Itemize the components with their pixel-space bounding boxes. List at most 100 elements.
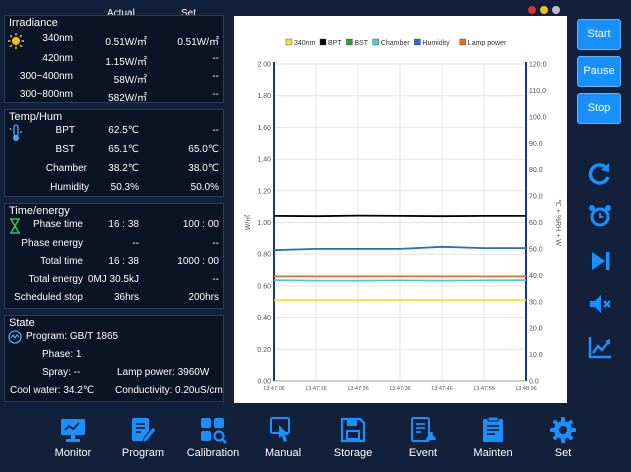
legend-swatch	[285, 38, 293, 46]
time-energy-set: 200hrs	[188, 292, 219, 303]
program-state-icon	[8, 330, 22, 344]
state-lamp-power: Lamp power: 3960W	[117, 367, 210, 378]
hourglass-icon	[10, 218, 20, 234]
nav-label: Storage	[333, 447, 373, 459]
y-tick-label-right: 40.0	[529, 273, 543, 280]
refresh-icon[interactable]	[587, 161, 613, 187]
temp-hum-label: BST	[55, 144, 75, 155]
nav-label: Event	[408, 447, 438, 459]
legend-swatch	[319, 38, 327, 46]
legend-label: Humidity	[422, 40, 450, 47]
maintenance-icon	[483, 416, 503, 442]
y-tick-label-left: 0.20	[257, 347, 271, 354]
nav-set[interactable]: Set	[528, 414, 598, 466]
time-energy-label: Scheduled stop	[14, 292, 83, 303]
program-icon	[132, 418, 157, 443]
y-tick-label-right: 50.0	[529, 246, 543, 253]
nav-calibration[interactable]: Calibration	[178, 414, 248, 466]
y-tick-label-left: 1.60	[257, 125, 271, 132]
legend-label: Lamp power	[468, 40, 507, 47]
legend-label: Chamber	[381, 40, 410, 47]
time-energy-panel: Time/energy Phase time 16 : 38 100 : 00 …	[4, 203, 224, 309]
y-tick-label-left: 2.00	[257, 62, 271, 69]
y-tick-label-right: 70.0	[529, 194, 543, 201]
time-energy-label: Phase time	[32, 219, 83, 230]
time-energy-actual: 36hrs	[113, 292, 139, 303]
irradiance-label: 300~800nm	[19, 89, 73, 100]
time-energy-label: Phase energy	[21, 238, 83, 249]
y-tick-label-right: 80.0	[529, 167, 543, 174]
temp-hum-actual: 62.5℃	[108, 125, 139, 136]
y-tick-label-right: 0.0	[529, 379, 539, 386]
irradiance-set: --	[212, 53, 219, 64]
legend-label: 340nm	[294, 40, 316, 47]
time-energy-title: Time/energy	[9, 205, 70, 217]
legend-swatch	[346, 38, 353, 46]
mute-icon[interactable]	[587, 291, 613, 317]
time-energy-label: Total energy	[28, 274, 83, 285]
y-tick-label-right: 60.0	[529, 220, 543, 227]
time-energy-actual: --	[132, 238, 139, 249]
irradiance-actual: 582W/㎡	[108, 93, 147, 104]
state-panel: State Program: GB/T 1865 Phase: 1 Spray:…	[4, 315, 224, 402]
irradiance-label: 340nm	[42, 33, 73, 44]
irradiance-panel: Irradiance 340nm 0.51W/㎡ 0.51W/㎡ 420nm 1…	[4, 15, 224, 104]
time-energy-label: Total time	[40, 256, 83, 267]
temp-hum-set: 50.0%	[190, 182, 219, 193]
nav-label: Monitor	[54, 447, 92, 459]
temp-hum-set: 65.0℃	[188, 144, 219, 155]
y-tick-label-left: 1.20	[257, 188, 271, 195]
y-tick-label-right: 20.0	[529, 326, 543, 333]
grey-dot	[552, 6, 560, 14]
alarm-clock-icon[interactable]	[587, 203, 613, 229]
y-tick-label-right: 120.0	[529, 62, 547, 69]
temp-hum-set: --	[212, 125, 219, 136]
nav-label: Set	[554, 447, 572, 459]
irradiance-label: 300~400nm	[19, 71, 73, 82]
y-tick-label-left: 0.00	[257, 379, 271, 386]
x-tick-label: 13:47:36	[389, 386, 410, 392]
series-line	[273, 214, 526, 218]
temp-hum-title: Temp/Hum	[9, 111, 63, 123]
time-energy-actual: 0MJ 30.5kJ	[87, 274, 139, 285]
time-energy-set: --	[212, 238, 219, 249]
nav-label: Calibration	[186, 447, 240, 459]
irradiance-set: --	[212, 89, 219, 100]
bottom-nav-bar	[0, 406, 631, 472]
start-button[interactable]: Start	[577, 19, 621, 50]
y-tick-label-right: 10.0	[529, 352, 543, 359]
window-dots	[528, 6, 560, 14]
y-tick-label-left: 0.80	[257, 252, 271, 259]
trend-chart: 0.00 0.20 0.40 0.60 0.80 1.00 1.20 1.40 1.60 1.80…	[244, 38, 561, 392]
legend-label: BPT	[328, 40, 342, 47]
time-energy-set: 100 : 00	[182, 219, 219, 230]
temp-hum-label: BPT	[55, 125, 75, 136]
y-tick-label-left: 0.60	[257, 283, 271, 290]
temp-hum-actual: 65.1℃	[108, 144, 139, 155]
y-tick-label-right: 90.0	[529, 141, 543, 148]
temp-hum-set: 38.0℃	[188, 163, 219, 174]
time-energy-actual: 16 : 38	[108, 256, 139, 267]
nav-manual[interactable]: Manual	[248, 414, 318, 466]
irradiance-actual: 0.51W/㎡	[105, 37, 147, 48]
pause-button[interactable]: Pause	[577, 56, 621, 87]
state-spray: Spray: --	[42, 367, 81, 378]
monitor-icon	[61, 419, 85, 442]
trend-chart-icon[interactable]	[587, 334, 613, 360]
nav-event[interactable]: Event	[388, 414, 458, 466]
nav-monitor[interactable]: Monitor	[38, 414, 108, 466]
nav-program[interactable]: Program	[108, 414, 178, 466]
stop-button[interactable]: Stop	[577, 93, 621, 124]
irradiance-set: 0.51W/㎡	[177, 37, 219, 48]
y-tick-label-left: 1.00	[257, 220, 271, 227]
skip-next-icon[interactable]	[587, 248, 613, 274]
temp-hum-actual: 50.3%	[110, 182, 139, 193]
event-icon	[411, 417, 436, 442]
y-tick-label-right: 110.0	[529, 88, 546, 95]
thermometer-icon	[9, 124, 22, 141]
nav-maintenance[interactable]: Mainten	[458, 414, 528, 466]
y-tick-label-left: 0.40	[257, 315, 271, 322]
state-conductivity: Conductivity: 0.20uS/cm	[115, 385, 223, 396]
temp-hum-panel: Temp/Hum BPT 62.5℃ -- BST 65.1℃ 65.0℃ Ch…	[4, 109, 224, 197]
nav-storage[interactable]: Storage	[318, 414, 388, 466]
